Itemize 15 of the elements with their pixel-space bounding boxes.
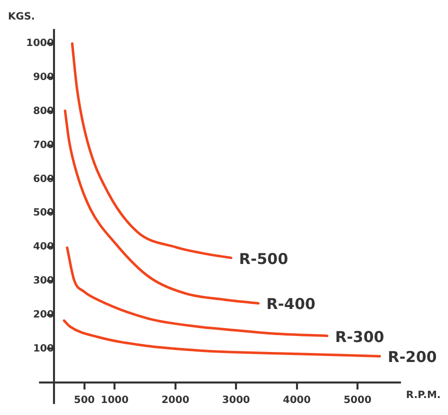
x-tick-label: 500 xyxy=(74,395,95,406)
line-series xyxy=(70,42,232,260)
x-axis-title: R.P.M. xyxy=(406,390,441,402)
x-tick-label: 1000 xyxy=(100,395,129,406)
x-tick-label: 3000 xyxy=(222,395,250,406)
x-tick-label: 4000 xyxy=(282,395,311,406)
series-label: R-400 xyxy=(266,295,316,314)
x-tick-label: 2000 xyxy=(161,395,190,406)
line-series xyxy=(66,246,328,338)
x-tick-label: 5000 xyxy=(344,395,372,406)
line-series xyxy=(62,319,382,358)
series-label: R-200 xyxy=(388,348,437,366)
series-label: R-300 xyxy=(335,328,384,346)
series-label: R-500 xyxy=(239,250,288,268)
y-axis-title: KGS. xyxy=(8,12,35,23)
